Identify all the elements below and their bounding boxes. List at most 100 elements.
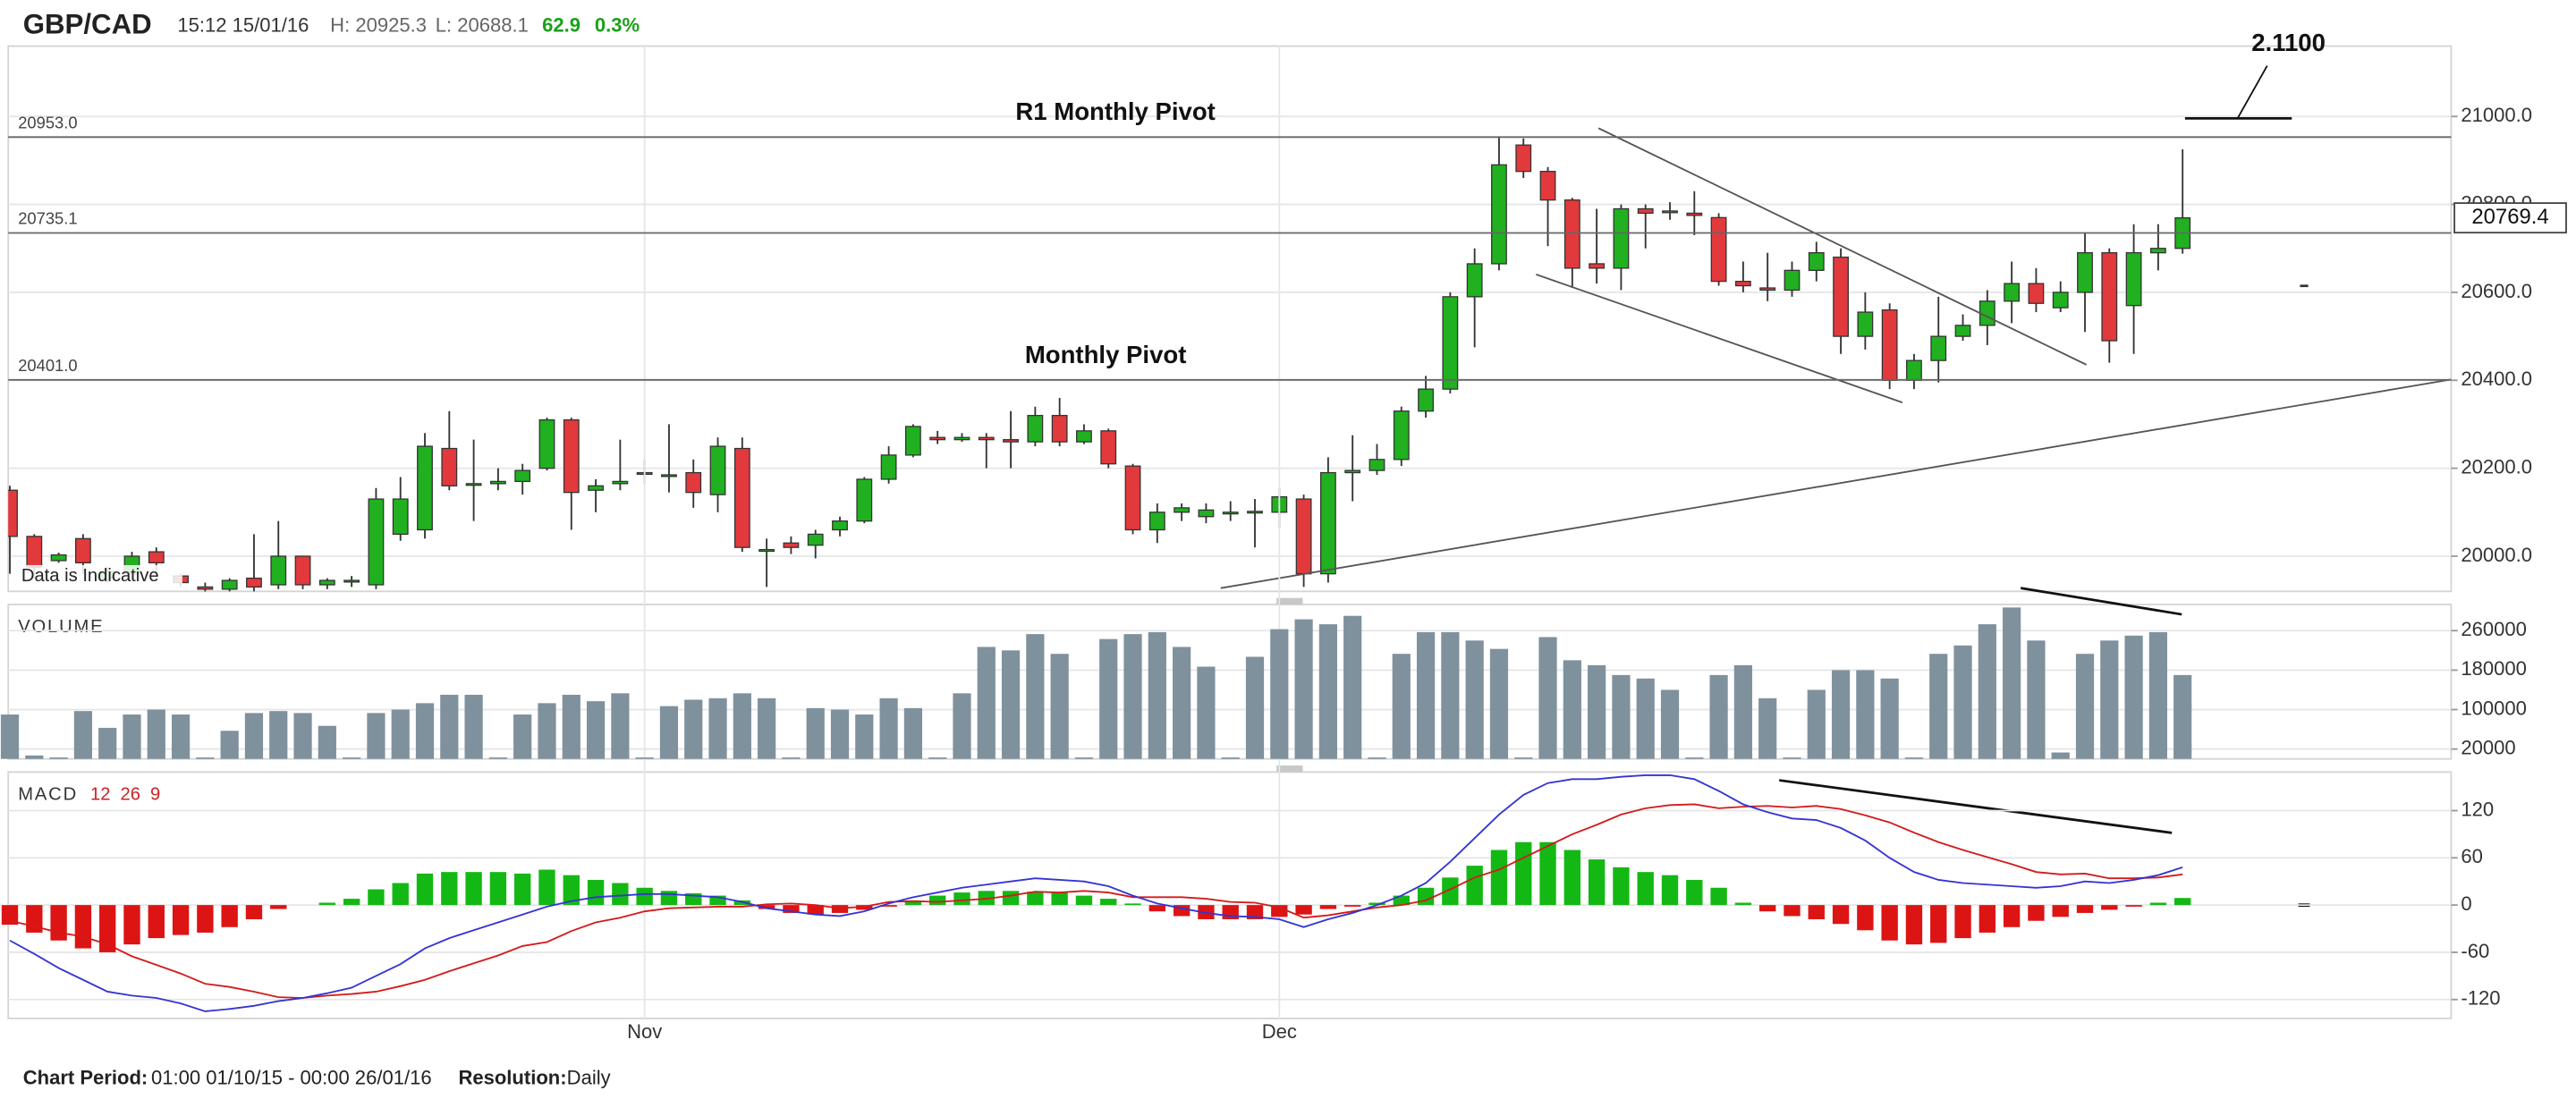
y-tick-label: 180000 bbox=[2461, 657, 2527, 680]
volume-bar bbox=[513, 714, 532, 759]
macd-histogram-bar bbox=[1002, 891, 1020, 906]
volume-bar bbox=[635, 757, 654, 759]
candle-body bbox=[74, 537, 91, 564]
candle-body bbox=[758, 548, 775, 553]
candle-body bbox=[1930, 335, 1947, 361]
candle-body bbox=[1466, 263, 1483, 298]
candle-body bbox=[1881, 309, 1898, 381]
macd-histogram-bar bbox=[416, 873, 434, 906]
candle-body bbox=[1759, 287, 1776, 292]
candle-body bbox=[1637, 207, 1654, 215]
panel-handle[interactable] bbox=[1276, 765, 1303, 773]
macd-histogram-bar bbox=[1051, 892, 1068, 906]
macd-histogram-bar bbox=[709, 895, 726, 906]
volume-bar bbox=[1441, 631, 1460, 759]
macd-histogram-bar bbox=[1881, 905, 1898, 941]
candle-body bbox=[1491, 164, 1507, 265]
macd-param: 26 bbox=[121, 784, 140, 804]
volume-bar bbox=[1074, 757, 1094, 759]
volume-bar bbox=[1294, 619, 1313, 759]
volume-bar bbox=[343, 757, 361, 759]
volume-bar bbox=[464, 694, 483, 759]
macd-histogram-bar bbox=[1417, 887, 1435, 906]
panel-handle[interactable] bbox=[1276, 597, 1303, 605]
volume-bar bbox=[147, 709, 165, 759]
macd-histogram-bar bbox=[807, 905, 824, 915]
candle-body bbox=[2052, 292, 2069, 309]
signal-line bbox=[9, 803, 2183, 999]
candle-body bbox=[270, 555, 287, 586]
high: H: 20925.3 bbox=[330, 13, 427, 36]
period-label: Chart Period: bbox=[23, 1067, 148, 1089]
pivot-level-label: 20401.0 bbox=[18, 356, 77, 375]
volume-bar bbox=[903, 707, 922, 759]
channel-lower bbox=[1536, 273, 1903, 403]
candle-body bbox=[1784, 269, 1801, 292]
candle-body bbox=[588, 485, 604, 491]
volume-bar bbox=[928, 757, 947, 759]
macd-histogram-bar bbox=[1442, 877, 1459, 906]
candle-body bbox=[1833, 256, 1849, 337]
volume-bar bbox=[123, 714, 141, 759]
volume-bar bbox=[1563, 660, 1581, 759]
candle-body bbox=[1148, 511, 1165, 531]
disclaimer-bg bbox=[18, 564, 182, 588]
volume-bar bbox=[1904, 757, 1924, 759]
volume-bar bbox=[586, 701, 606, 759]
last-price-box bbox=[2453, 202, 2567, 234]
volume-bar bbox=[0, 714, 20, 759]
target-pointer bbox=[2236, 65, 2268, 119]
candle-body bbox=[880, 454, 897, 480]
x-tick-label: Dec bbox=[1262, 1020, 1297, 1043]
candle-body bbox=[50, 554, 67, 562]
macd-histogram-bar bbox=[1295, 905, 1312, 915]
macd-histogram-bar bbox=[1466, 866, 1483, 906]
volume-title: VOLUME bbox=[18, 617, 104, 637]
y-tick-label: 260000 bbox=[2461, 618, 2527, 640]
macd-histogram-bar bbox=[368, 889, 385, 906]
macd-histogram-bar bbox=[880, 905, 897, 907]
volume-bar bbox=[25, 755, 44, 759]
candle-body bbox=[1319, 471, 1336, 575]
macd-divergence-line bbox=[1779, 779, 2173, 834]
macd-histogram-bar bbox=[538, 869, 555, 906]
candle-body bbox=[929, 436, 946, 441]
macd-histogram-bar bbox=[783, 905, 800, 913]
macd-histogram-bar bbox=[563, 875, 580, 906]
candle-body bbox=[2028, 283, 2045, 304]
x-tick-label: Nov bbox=[627, 1020, 662, 1043]
volume-bar bbox=[1685, 757, 1704, 759]
volume-bar bbox=[1148, 631, 1166, 759]
candle-body bbox=[783, 542, 800, 548]
macd-histogram-bar bbox=[221, 905, 238, 927]
candle-body bbox=[1247, 511, 1263, 514]
volume-bar bbox=[293, 713, 312, 759]
volume-bar bbox=[977, 647, 996, 759]
candle-body bbox=[368, 498, 385, 586]
macd-histogram-bar bbox=[148, 905, 165, 939]
macd-histogram-bar bbox=[2101, 905, 2118, 910]
volume-bar bbox=[1318, 624, 1337, 759]
macd-histogram-bar bbox=[660, 891, 678, 906]
volume-bar bbox=[1173, 647, 1191, 759]
y-tick-label: -60 bbox=[2461, 940, 2489, 962]
volume-bar bbox=[1831, 670, 1851, 759]
macd-histogram-bar bbox=[1027, 892, 1044, 906]
candle-body bbox=[661, 474, 677, 478]
macd-histogram-bar bbox=[1661, 875, 1679, 906]
candle-body bbox=[1003, 439, 1019, 443]
volume-bar bbox=[73, 711, 93, 759]
volume-bar bbox=[1465, 640, 1484, 759]
volume-bar bbox=[269, 711, 288, 759]
candle-body bbox=[1686, 212, 1703, 216]
volume-bar bbox=[2051, 752, 2070, 759]
macd-histogram-bar bbox=[1271, 905, 1288, 917]
volume-bar bbox=[1733, 664, 1752, 759]
volume-bar bbox=[806, 707, 825, 759]
low: L: 20688.1 bbox=[436, 13, 529, 36]
volume-bar bbox=[684, 699, 703, 759]
volume-bar bbox=[1343, 615, 1362, 759]
macd-histogram-bar bbox=[1686, 879, 1703, 906]
change-pct: 0.3% bbox=[595, 13, 640, 36]
